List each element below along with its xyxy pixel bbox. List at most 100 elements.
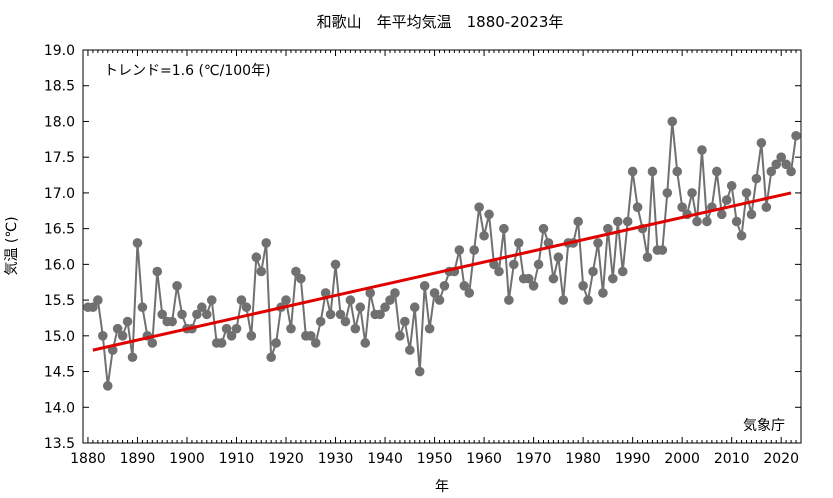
trend-annotation: トレンド=1.6 (℃/100年)	[104, 63, 271, 79]
data-point	[766, 166, 777, 177]
data-point	[548, 273, 559, 284]
data-point	[330, 259, 341, 270]
y-tick-label: 15.5	[44, 293, 75, 309]
x-tick-label: 2010	[714, 451, 750, 467]
data-point	[409, 302, 420, 313]
source-label: 気象庁	[743, 418, 785, 434]
data-point	[112, 323, 123, 334]
data-point	[608, 273, 618, 284]
x-tick-label: 1920	[268, 451, 304, 467]
x-tick-label: 2000	[664, 451, 700, 467]
data-point	[340, 316, 351, 327]
data-point	[677, 202, 687, 212]
data-point	[523, 273, 534, 284]
data-point	[419, 281, 430, 291]
data-point	[172, 281, 182, 291]
data-point	[439, 281, 450, 291]
data-point	[692, 216, 702, 227]
data-point	[206, 295, 217, 305]
data-point	[627, 166, 638, 177]
data-point	[167, 316, 177, 327]
data-point	[385, 295, 395, 305]
data-point	[127, 352, 138, 363]
x-axis-label: 年	[435, 479, 449, 495]
y-tick-label: 15.0	[44, 329, 75, 345]
data-point	[786, 166, 796, 177]
data-point	[256, 266, 267, 277]
x-tick-label: 1960	[466, 451, 502, 467]
data-point	[355, 302, 366, 313]
data-point	[642, 252, 653, 263]
y-tick-label: 19.0	[44, 43, 75, 59]
data-point	[603, 223, 613, 234]
data-point	[721, 195, 732, 205]
data-point	[528, 281, 539, 291]
data-point	[201, 309, 212, 320]
data-point	[657, 245, 668, 255]
data-point	[464, 288, 475, 298]
data-point	[345, 295, 356, 305]
data-point	[702, 216, 712, 227]
data-point	[102, 381, 113, 391]
x-tick-label: 1980	[565, 451, 601, 467]
data-point	[573, 216, 583, 227]
data-point	[716, 209, 727, 220]
data-point	[781, 159, 791, 170]
y-axis: 13.5 14.0 14.5 15.0 15.5 16.0 16.5 17.0 17.5 18.0…	[44, 43, 801, 452]
data-point	[687, 188, 697, 198]
x-tick-label: 2020	[763, 451, 799, 467]
data-point	[390, 288, 400, 298]
data-point	[667, 116, 678, 127]
data-point	[741, 188, 752, 198]
data-point	[791, 130, 801, 141]
data-point	[736, 230, 747, 241]
data-point	[266, 352, 276, 363]
data-point	[504, 295, 514, 305]
data-point	[533, 259, 544, 270]
data-point	[375, 309, 385, 320]
data-point	[93, 295, 103, 305]
y-axis-label: 気温 (℃)	[4, 216, 20, 275]
y-tick-label: 17.0	[44, 186, 75, 202]
data-point	[751, 173, 762, 184]
x-tick-label: 1890	[120, 451, 156, 467]
data-point	[746, 209, 757, 220]
data-point	[697, 145, 707, 155]
data-point	[434, 295, 445, 305]
data-point	[756, 138, 767, 148]
data-point	[712, 166, 722, 177]
y-tick-label: 16.5	[44, 222, 75, 238]
data-point	[305, 331, 316, 341]
data-point	[88, 302, 98, 313]
data-point	[286, 323, 296, 334]
data-point	[731, 216, 742, 227]
data-point	[117, 331, 128, 341]
data-point	[578, 281, 588, 291]
y-tick-label: 16.0	[44, 257, 75, 273]
x-tick-label: 1950	[417, 451, 453, 467]
data-point	[474, 202, 484, 212]
data-point	[291, 266, 301, 277]
x-tick-label: 1910	[219, 451, 255, 467]
x-tick-label: 1880	[70, 451, 106, 467]
series-layer	[83, 116, 801, 391]
data-point	[216, 338, 227, 348]
data-point	[271, 338, 281, 348]
data-point	[617, 266, 628, 277]
data-point	[612, 216, 623, 227]
data-point	[137, 302, 148, 313]
data-point	[310, 338, 321, 348]
data-point	[350, 323, 361, 334]
data-point	[647, 166, 658, 177]
data-point	[192, 309, 202, 320]
x-tick-label: 1970	[516, 451, 552, 467]
chart-title: 和歌山 年平均気温 1880-2023年	[317, 13, 564, 31]
data-point	[499, 223, 509, 234]
data-point	[771, 159, 782, 170]
data-point	[479, 230, 489, 241]
data-point	[632, 202, 643, 212]
data-point	[489, 259, 499, 270]
data-point	[231, 323, 242, 334]
x-axis: 1880 1890 1900 1910 1920 1930 1940 1950 1960 1970…	[70, 50, 802, 467]
